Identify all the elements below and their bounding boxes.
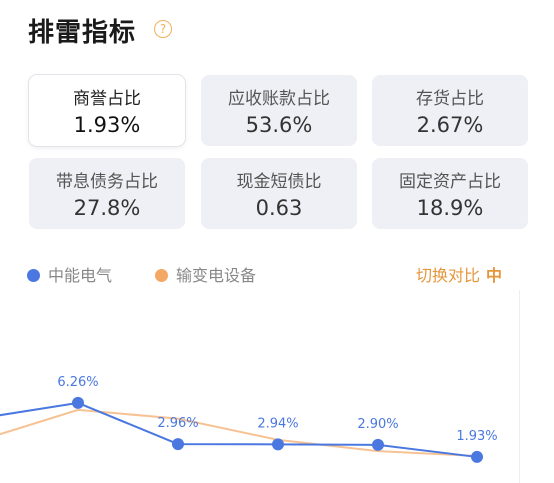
metric-card[interactable]: 固定资产占比 18.9% [372, 158, 528, 229]
metric-value: 1.93% [73, 113, 141, 137]
toggle-icon: 中 [486, 266, 503, 285]
data-label: 2.90% [357, 417, 398, 432]
toggle-label: 切换对比 [416, 266, 481, 285]
metric-card[interactable]: 商誉占比 1.93% [29, 75, 185, 146]
legend-swatch [27, 269, 40, 282]
metric-value: 0.63 [255, 196, 303, 220]
metric-value: 53.6% [245, 113, 313, 137]
help-icon[interactable]: ? [154, 20, 172, 38]
point [72, 396, 84, 409]
metric-label: 应收账款占比 [228, 89, 330, 109]
metric-card[interactable]: 带息债务占比 27.8% [29, 158, 185, 229]
divider [519, 290, 520, 483]
metric-label: 商誉占比 [73, 89, 141, 109]
legend-item: 中能电气 [27, 262, 112, 286]
metric-value: 27.8% [73, 196, 141, 220]
data-label: 2.96% [157, 416, 198, 431]
legend-label: 中能电气 [48, 266, 113, 285]
metric-value: 18.9% [416, 196, 484, 220]
data-label: 1.93% [456, 429, 497, 444]
legend-label: 输变电设备 [176, 266, 257, 285]
legend-swatch [155, 269, 168, 282]
point [471, 450, 483, 463]
metric-card[interactable]: 应收账款占比 53.6% [201, 75, 357, 146]
metric-label: 现金短债比 [236, 172, 322, 192]
metric-label: 存货占比 [416, 89, 484, 109]
legend-item: 输变电设备 [155, 262, 256, 286]
metric-label: 固定资产占比 [399, 172, 501, 192]
point [372, 438, 384, 451]
metric-card[interactable]: 存货占比 2.67% [372, 75, 528, 146]
metric-value: 2.67% [416, 113, 484, 137]
metric-label: 带息债务占比 [56, 172, 158, 192]
section-title: 排雷指标 [28, 18, 137, 48]
data-label: 6.26% [57, 375, 98, 390]
series-line [0, 401, 478, 458]
metric-card[interactable]: 现金短债比 0.63 [201, 158, 357, 229]
compare-toggle[interactable]: 切换对比中 [416, 262, 502, 286]
data-label: 2.94% [257, 416, 298, 431]
series-line [0, 408, 478, 458]
point [172, 438, 184, 451]
point [272, 438, 284, 451]
